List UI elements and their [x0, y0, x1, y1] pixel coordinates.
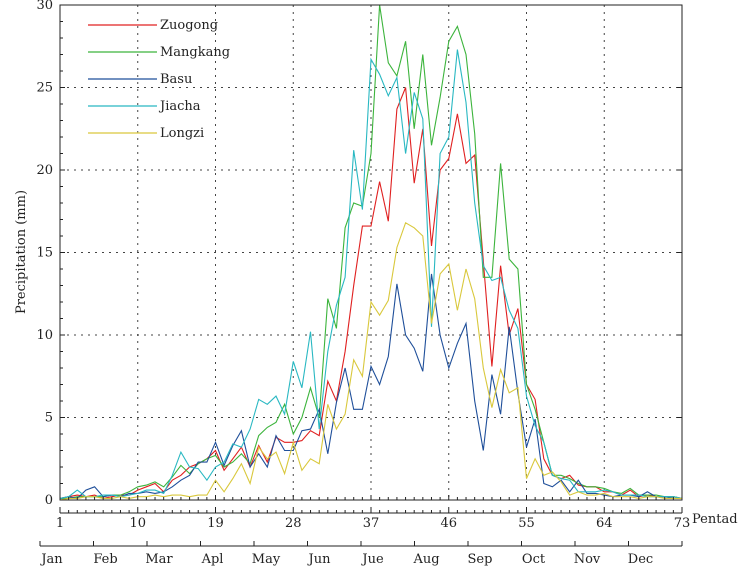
- y-tick-label: 10: [36, 328, 53, 343]
- y-tick-label: 15: [36, 246, 53, 261]
- legend-label-mangkang: Mangkang: [160, 45, 230, 60]
- y-tick-label: 30: [36, 0, 53, 13]
- month-label: Aug: [412, 552, 439, 567]
- pentad-tick-label: 19: [207, 516, 224, 531]
- month-label: Feb: [93, 552, 117, 567]
- y-tick-label: 25: [36, 81, 53, 96]
- legend-label-longzi: Longzi: [160, 126, 204, 141]
- pentad-tick-label: 46: [440, 516, 457, 531]
- x-axis-label: Pentad: [692, 512, 738, 527]
- y-tick-label: 20: [36, 163, 53, 178]
- month-label: Apl: [201, 552, 224, 567]
- month-label: Sep: [468, 552, 493, 567]
- x-axis-pentad: 1 10 19 28 37 46 55 64 73: [56, 495, 690, 531]
- pentad-tick-label: 1: [56, 516, 64, 531]
- pentad-tick-label: 28: [285, 516, 302, 531]
- month-label: Dec: [628, 552, 653, 567]
- x-axis-month: Jan Feb Mar Apl May Jun Jue Aug Sep Oct Nov Dec: [39, 541, 683, 567]
- month-label: Nov: [574, 552, 601, 567]
- month-label: Jue: [360, 552, 384, 567]
- pentad-tick-label: 10: [129, 516, 146, 531]
- y-tick-label: 0: [45, 493, 53, 508]
- y-axis-label: Precipitation (mm): [14, 190, 29, 314]
- month-label: May: [252, 552, 281, 567]
- series-line-longzi: [59, 221, 682, 501]
- legend-label-jiacha: Jiacha: [158, 99, 201, 114]
- series-line-mangkang: [60, 4, 683, 499]
- series-line-jiacha: [59, 49, 683, 499]
- pentad-tick-label: 73: [674, 516, 691, 531]
- month-label: Jun: [307, 552, 332, 567]
- legend-label-zuogong: Zuogong: [160, 18, 218, 33]
- y-tick-label: 5: [45, 411, 53, 426]
- pentad-tick-label: 55: [518, 516, 535, 531]
- series-group: [59, 4, 683, 501]
- month-label: Jan: [39, 552, 63, 567]
- month-label: Oct: [522, 552, 546, 567]
- legend: Zuogong Mangkang Basu Jiacha Longzi: [88, 18, 230, 141]
- pentad-tick-label: 64: [596, 516, 613, 531]
- y-axis: 0 5 10 15 20 25 30: [36, 0, 682, 508]
- pentad-tick-label: 37: [363, 516, 380, 531]
- month-label: Mar: [145, 552, 173, 567]
- legend-label-basu: Basu: [160, 72, 192, 87]
- series-line-basu: [59, 273, 682, 499]
